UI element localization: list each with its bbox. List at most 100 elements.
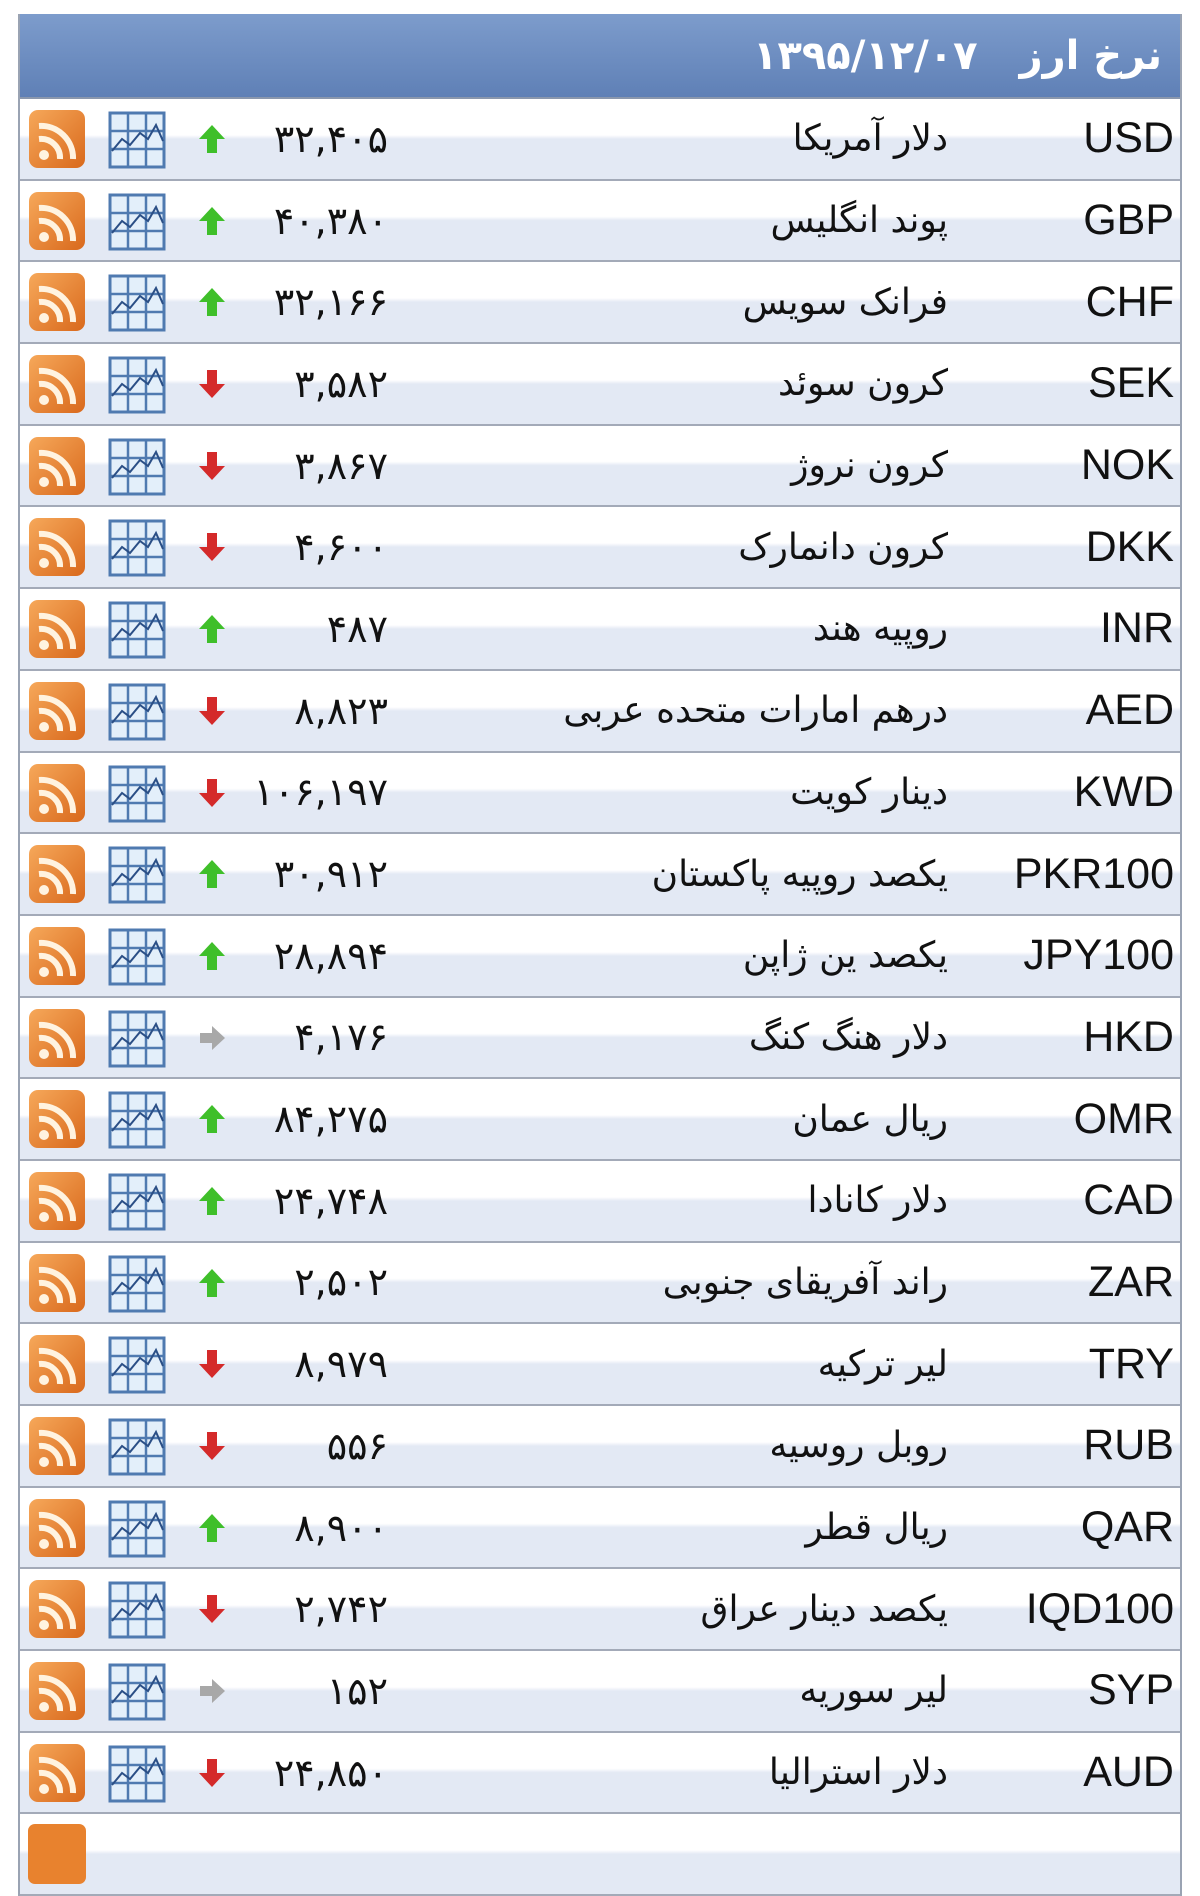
rss-icon[interactable] — [28, 109, 86, 169]
rss-icon[interactable] — [28, 1171, 86, 1231]
chart-icon[interactable] — [108, 193, 166, 251]
chart-icon[interactable] — [108, 683, 166, 741]
rss-icon[interactable] — [28, 1824, 86, 1885]
trend-up-arrow-icon — [198, 859, 226, 889]
rss-icon[interactable] — [28, 272, 86, 332]
currency-code: KWD — [1073, 767, 1174, 816]
rss-icon[interactable] — [28, 1416, 86, 1476]
rss-icon[interactable] — [28, 1579, 86, 1639]
currency-code: JPY100 — [1023, 931, 1174, 980]
chart-icon[interactable] — [108, 356, 166, 414]
currency-name: کرون نروژ — [791, 445, 948, 487]
rate-value: ۴۰,۳۸۰ — [273, 198, 388, 243]
currency-name: روبل روسیه — [769, 1425, 948, 1467]
currency-code: NOK — [1080, 441, 1174, 490]
table-row-nok: ۳,۸۶۷ کرون نروژ NOK — [20, 425, 1180, 508]
rss-icon[interactable] — [28, 1008, 86, 1068]
table-row-jpy100: ۲۸,۸۹۴ یکصد ین ژاپن JPY100 — [20, 915, 1180, 998]
currency-name: یکصد روپیه پاکستان — [651, 853, 948, 895]
rate-value: ۳۲,۱۶۶ — [273, 280, 388, 325]
table-row-rub: ۵۵۶ روبل روسیه RUB — [20, 1406, 1180, 1488]
trend-down-arrow-icon — [198, 696, 226, 726]
chart-icon[interactable] — [108, 928, 166, 986]
rate-value: ۸,۹۷۹ — [294, 1342, 388, 1387]
table-row-kwd: ۱۰۶,۱۹۷ دینار کویت KWD — [20, 752, 1180, 835]
table-row-partial — [20, 1814, 1180, 1896]
chart-icon[interactable] — [108, 765, 166, 823]
table-row-inr: ۴۸۷ روپیه هند INR — [20, 589, 1180, 671]
chart-icon[interactable] — [108, 1581, 166, 1639]
table-row-gbp: ۴۰,۳۸۰ پوند انگلیس GBP — [20, 180, 1180, 263]
rate-value: ۴,۱۷۶ — [294, 1015, 388, 1060]
rss-icon[interactable] — [28, 517, 86, 577]
chart-icon[interactable] — [108, 1010, 166, 1068]
rss-icon[interactable] — [28, 1661, 86, 1721]
rss-icon[interactable] — [28, 844, 86, 904]
rss-icon[interactable] — [28, 1334, 86, 1394]
chart-icon[interactable] — [108, 1418, 166, 1476]
chart-icon[interactable] — [108, 1500, 166, 1558]
chart-icon[interactable] — [108, 601, 166, 659]
rate-value: ۸,۸۲۳ — [294, 688, 388, 733]
currency-code: HKD — [1083, 1012, 1174, 1061]
rss-icon[interactable] — [28, 599, 86, 659]
currency-name: دینار کویت — [790, 771, 948, 813]
rate-value: ۳۰,۹۱۲ — [273, 852, 388, 897]
trend-down-arrow-icon — [198, 778, 226, 808]
chart-icon[interactable] — [108, 274, 166, 332]
currency-name: کرون دانمارک — [738, 526, 948, 568]
trend-down-arrow-icon — [198, 369, 226, 399]
table-row-pkr100: ۳۰,۹۱۲ یکصد روپیه پاکستان PKR100 — [20, 834, 1180, 916]
table-row-usd: ۳۲,۴۰۵ دلار آمریکا USD — [20, 99, 1180, 181]
rss-icon[interactable] — [28, 681, 86, 741]
rate-value: ۲,۵۰۲ — [294, 1260, 388, 1305]
currency-code: GBP — [1083, 196, 1174, 245]
trend-up-arrow-icon — [198, 287, 226, 317]
currency-name: ریال قطر — [805, 1507, 948, 1549]
chart-icon[interactable] — [108, 111, 166, 169]
rate-value: ۸,۹۰۰ — [294, 1505, 388, 1550]
table-row-syp: ۱۵۲ لیر سوریه SYP — [20, 1651, 1180, 1733]
rss-icon[interactable] — [28, 926, 86, 986]
currency-code: INR — [1099, 604, 1174, 653]
rss-icon[interactable] — [28, 1498, 86, 1558]
currency-code: ZAR — [1088, 1257, 1174, 1306]
rss-icon[interactable] — [28, 763, 86, 823]
trend-same-arrow-icon — [198, 1023, 226, 1053]
chart-icon[interactable] — [108, 1091, 166, 1149]
rate-rows: ۳۲,۴۰۵ دلار آمریکا USD ۴۰,۳۸۰ پوند انگلی… — [20, 99, 1180, 1815]
chart-icon[interactable] — [108, 1255, 166, 1313]
chart-icon[interactable] — [108, 1173, 166, 1231]
chart-icon[interactable] — [108, 1663, 166, 1721]
rate-value: ۲۴,۸۵۰ — [273, 1750, 388, 1795]
currency-name: یکصد دینار عراق — [700, 1588, 948, 1630]
currency-code: CAD — [1083, 1176, 1174, 1225]
rss-icon[interactable] — [28, 1089, 86, 1149]
table-row-dkk: ۴,۶۰۰ کرون دانمارک DKK — [20, 507, 1180, 590]
rate-value: ۳,۸۶۷ — [294, 443, 388, 488]
currency-code: QAR — [1080, 1503, 1174, 1552]
chart-icon[interactable] — [108, 846, 166, 904]
table-row-iqd100: ۲,۷۴۲ یکصد دینار عراق IQD100 — [20, 1569, 1180, 1652]
rss-icon[interactable] — [28, 354, 86, 414]
table-row-hkd: ۴,۱۷۶ دلار هنگ کنگ HKD — [20, 997, 1180, 1080]
rate-value: ۳,۵۸۲ — [294, 361, 388, 406]
header-title: نرخ ارز — [1019, 32, 1162, 79]
chart-icon[interactable] — [108, 1336, 166, 1394]
rss-icon[interactable] — [28, 1743, 86, 1803]
chart-icon[interactable] — [108, 1745, 166, 1803]
chart-icon[interactable] — [108, 519, 166, 577]
rss-icon[interactable] — [28, 436, 86, 496]
table-row-cad: ۲۴,۷۴۸ دلار کانادا CAD — [20, 1160, 1180, 1243]
table-row-aud: ۲۴,۸۵۰ دلار استرالیا AUD — [20, 1732, 1180, 1815]
rss-icon[interactable] — [28, 1253, 86, 1313]
rss-icon[interactable] — [28, 191, 86, 251]
trend-up-arrow-icon — [198, 941, 226, 971]
trend-down-arrow-icon — [198, 451, 226, 481]
currency-code: IQD100 — [1025, 1584, 1174, 1633]
currency-name: یکصد ین ژاپن — [742, 935, 948, 977]
header-date: ۱۳۹۵/۱۲/۰۷ — [753, 32, 978, 79]
currency-name: کرون سوئد — [778, 363, 948, 405]
trend-down-arrow-icon — [198, 1349, 226, 1379]
chart-icon[interactable] — [108, 438, 166, 496]
